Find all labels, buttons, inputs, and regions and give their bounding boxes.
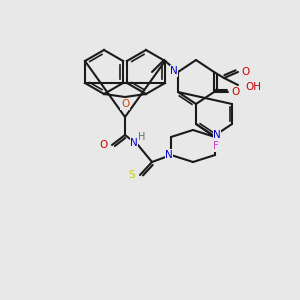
Text: N: N xyxy=(165,150,173,160)
Text: N: N xyxy=(170,66,178,76)
Text: O: O xyxy=(121,99,129,109)
Text: O: O xyxy=(232,87,240,97)
Text: F: F xyxy=(213,141,219,151)
Text: H: H xyxy=(138,132,146,142)
Text: N: N xyxy=(130,138,138,148)
Text: O: O xyxy=(241,67,249,77)
Text: S: S xyxy=(129,170,135,180)
Text: OH: OH xyxy=(245,82,261,92)
Text: N: N xyxy=(213,130,221,140)
Text: O: O xyxy=(100,140,108,150)
